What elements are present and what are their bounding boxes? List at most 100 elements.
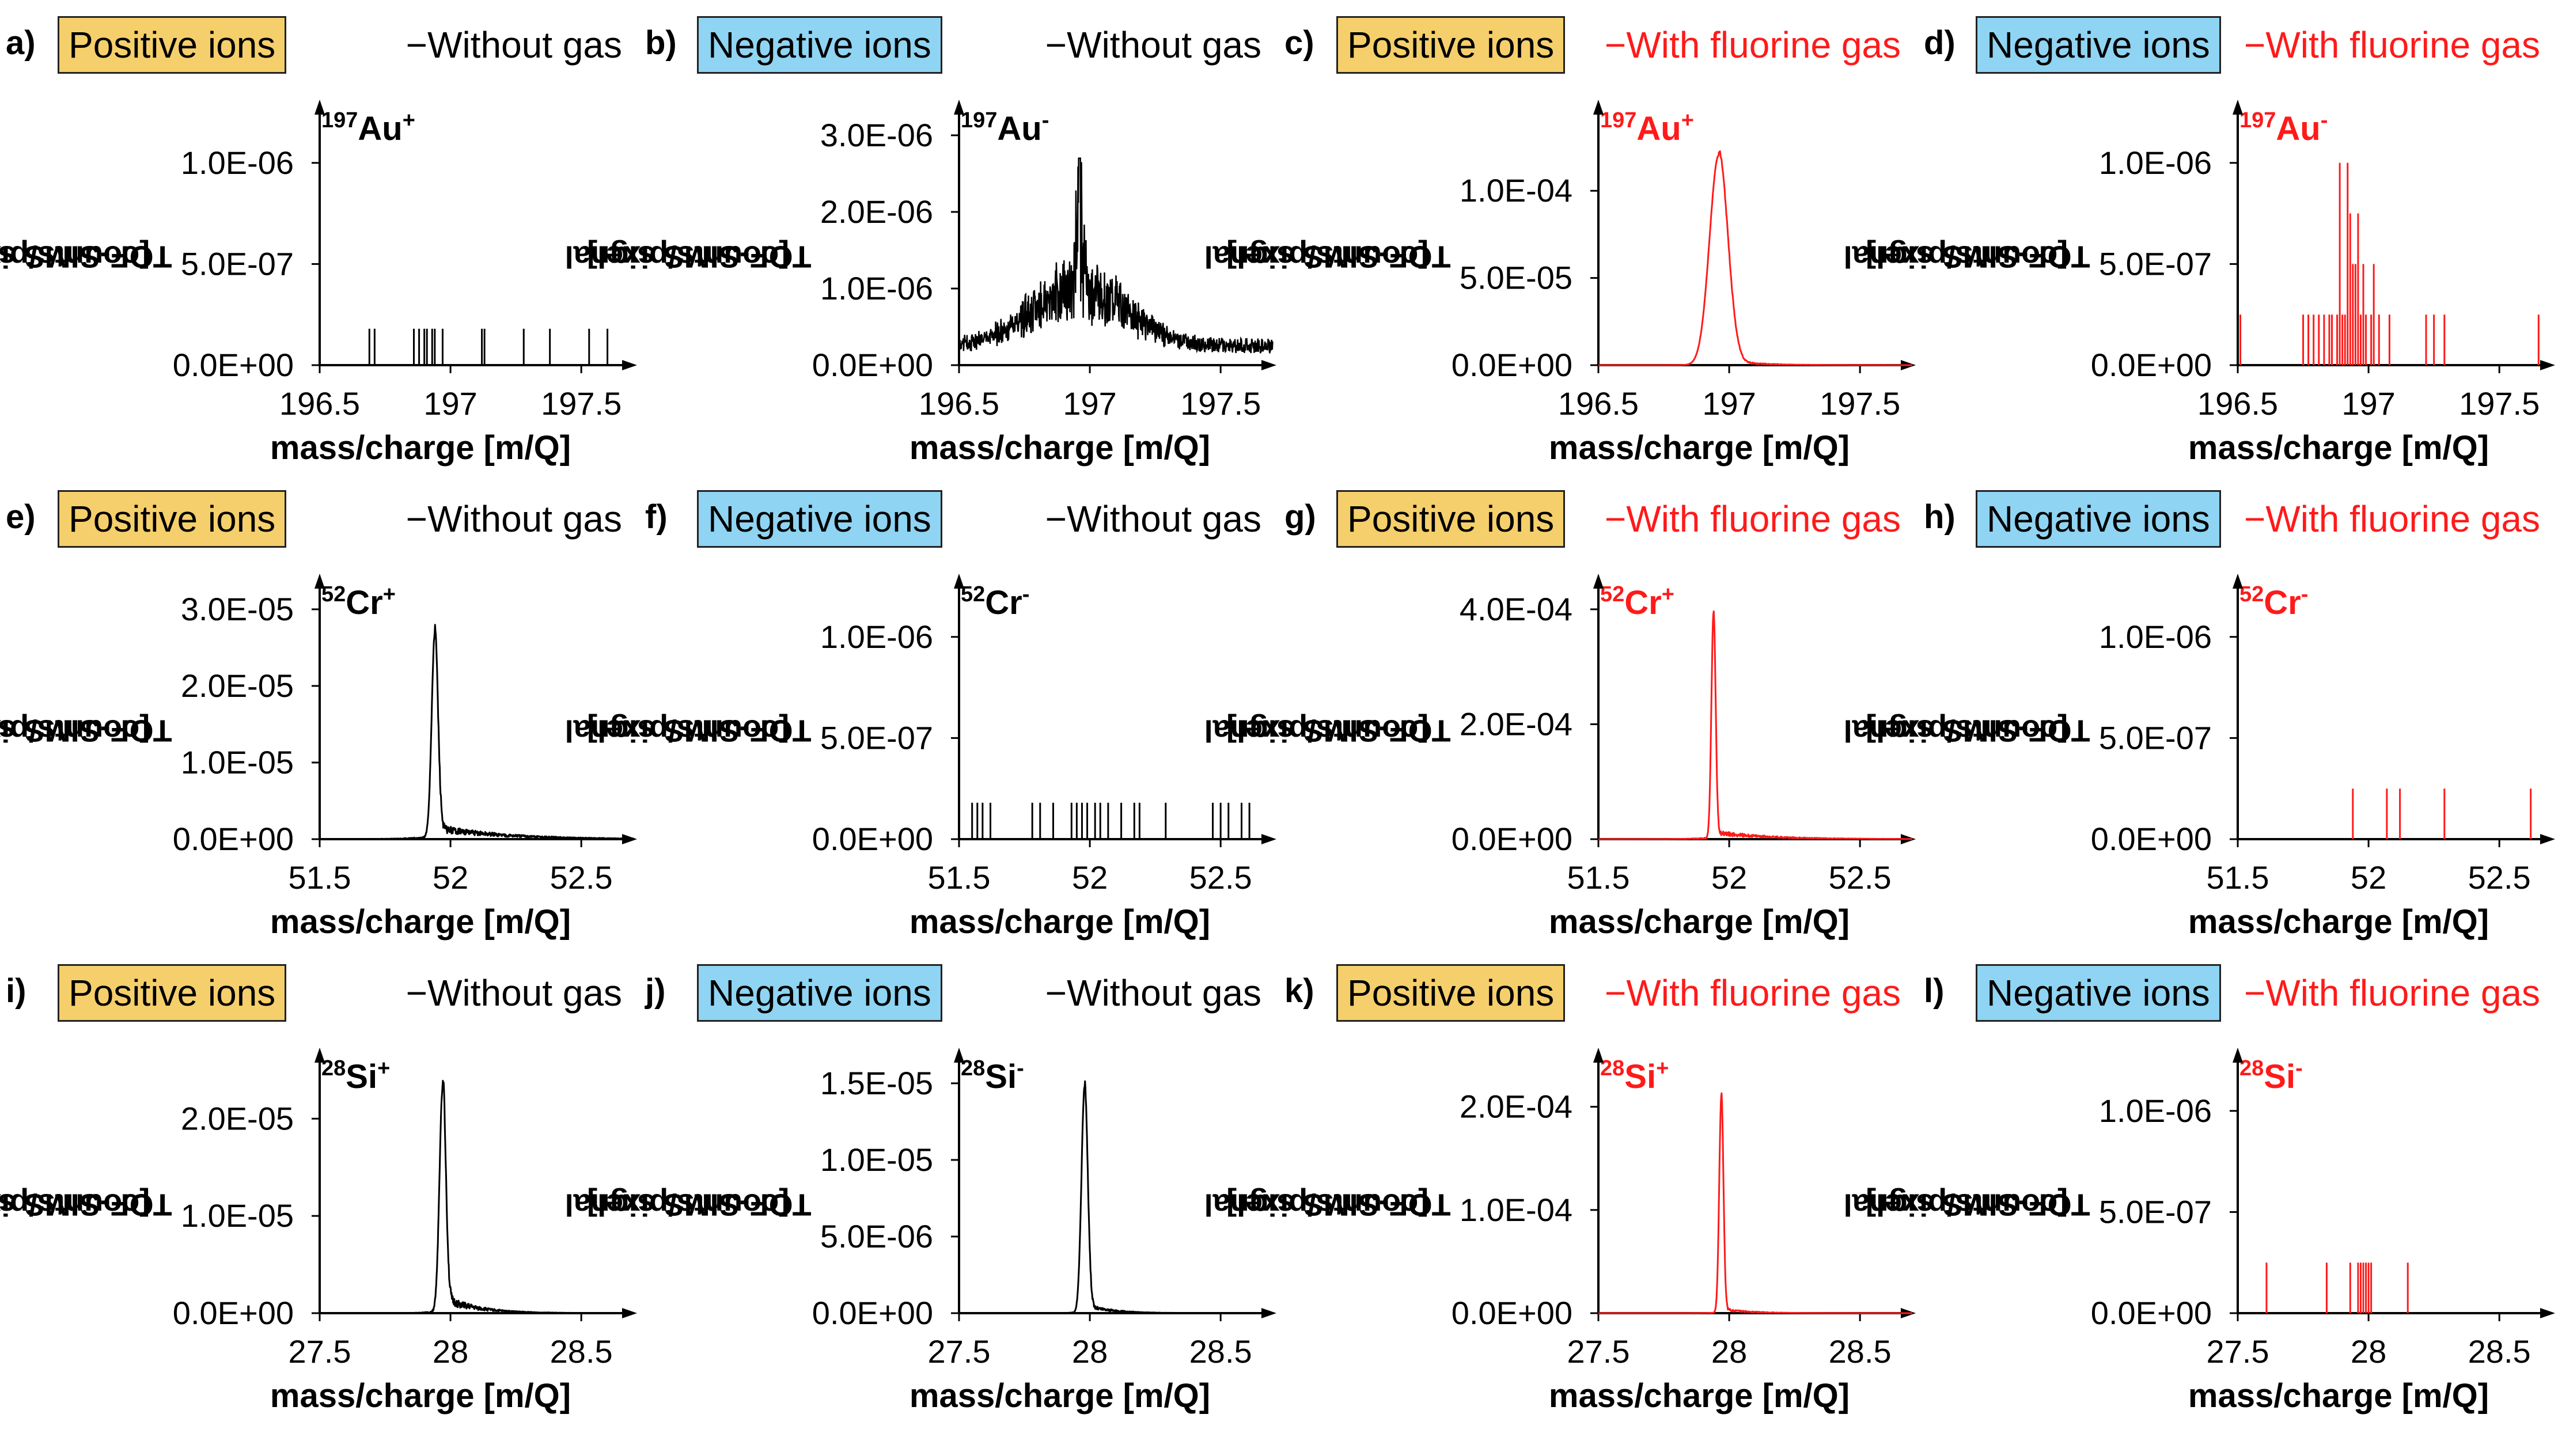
data-series: [971, 802, 1250, 839]
x-axis-label: mass/charge [m/Q]: [270, 903, 571, 941]
x-axis-label: mass/charge [m/Q]: [270, 1377, 571, 1415]
y-tick-label: 0.0E+00: [2091, 821, 2212, 857]
legend-line-icon: −: [406, 972, 428, 1014]
x-tick-label: 196.5: [279, 385, 360, 422]
legend-label: With fluorine gas: [2265, 972, 2540, 1014]
x-tick-label: 28.5: [2468, 1333, 2531, 1370]
y-tick-label: 4.0E-04: [1460, 591, 1572, 627]
species-mass: 28: [321, 1056, 346, 1080]
spectrum-line: [319, 1079, 634, 1314]
ion-type-box: Positive ions: [58, 16, 287, 74]
x-tick-label: 197.5: [1820, 385, 1900, 422]
data-series: [1598, 150, 1913, 366]
chart-panel: d) Negative ions −With fluorine gas TOF-SIM…: [1844, 12, 2557, 484]
x-tick-label: 197: [2341, 385, 2395, 422]
y-tick-label: 2.0E-06: [820, 194, 933, 230]
species-charge: +: [402, 108, 415, 132]
x-tick-label: 51.5: [1567, 859, 1630, 896]
legend-label: With fluorine gas: [2265, 24, 2540, 66]
x-axis-label: mass/charge [m/Q]: [2188, 903, 2489, 941]
ion-type-box: Positive ions: [1336, 964, 1566, 1022]
species-element: Au: [1636, 110, 1681, 147]
y-tick-label: 5.0E-07: [2099, 1193, 2212, 1230]
species-mass: 28: [1600, 1056, 1625, 1080]
spectrum-line: [1598, 610, 1913, 840]
x-tick-label: 52.5: [2468, 859, 2531, 896]
species-label: 52Cr+: [321, 583, 396, 620]
y-tick-label: 3.0E-05: [181, 591, 294, 627]
x-tick-label: 51.5: [2207, 859, 2269, 896]
x-axis-label: mass/charge [m/Q]: [270, 429, 571, 467]
legend: −Without gas: [1045, 26, 1261, 63]
y-tick-label: 5.0E-07: [181, 245, 294, 282]
y-tick-label: 0.0E+00: [812, 347, 933, 383]
x-tick-label: 28: [2351, 1333, 2386, 1370]
x-tick-label: 52.5: [550, 859, 613, 896]
species-element: Cr: [2264, 584, 2301, 621]
panel-letter: j): [645, 972, 666, 1010]
panel-letter: i): [6, 972, 26, 1010]
plot-svg: 0.0E+00 5.0E-06 1.0E-05 1.5E-05 27.5 28 28.5: [812, 1048, 1276, 1370]
x-tick-label: 27.5: [928, 1333, 991, 1370]
y-axis-arrow-icon: [954, 100, 964, 115]
data-series: [319, 624, 634, 840]
species-charge: +: [1681, 108, 1694, 132]
chart-panel: j) Negative ions −Without gas TOF-SIMS sign…: [565, 960, 1279, 1432]
plot-svg: 0.0E+00 5.0E-07 1.0E-06 51.5 52 52.5: [2091, 574, 2555, 896]
panel-letter: l): [1924, 972, 1945, 1010]
plot-svg: 0.0E+00 1.0E-05 2.0E-05 27.5 28 28.5: [173, 1048, 637, 1370]
y-tick-label: 5.0E-06: [820, 1218, 933, 1254]
legend-line-icon: −: [406, 498, 428, 540]
ion-type-box: Negative ions: [697, 964, 942, 1022]
x-tick-label: 28: [1711, 1333, 1747, 1370]
ion-type-box: Positive ions: [58, 964, 287, 1022]
species-mass: 52: [961, 582, 986, 606]
legend-label: With fluorine gas: [1626, 24, 1901, 66]
legend: −With fluorine gas: [1605, 26, 1901, 63]
species-label: 52Cr-: [2239, 583, 2308, 620]
species-element: Cr: [1624, 584, 1662, 621]
species-label: 28Si-: [2239, 1057, 2303, 1094]
plot-svg: 0.0E+00 5.0E-07 1.0E-06 196.5 197 197.5: [173, 100, 637, 422]
y-tick-label: 0.0E+00: [812, 821, 933, 857]
species-element: Si: [985, 1058, 1017, 1095]
species-mass: 197: [1600, 108, 1637, 132]
legend-label: Without gas: [427, 498, 622, 540]
legend-label: Without gas: [427, 972, 622, 1014]
legend-line-icon: −: [2244, 972, 2266, 1014]
legend-line-icon: −: [2244, 498, 2266, 540]
panel-letter: g): [1284, 498, 1316, 536]
legend-label: Without gas: [1067, 972, 1261, 1014]
spectrum-line: [958, 1080, 1274, 1314]
ion-type-box: Positive ions: [1336, 490, 1566, 548]
y-axis-arrow-icon: [314, 100, 325, 115]
y-tick-label: 0.0E+00: [173, 821, 294, 857]
chart-panel: b) Negative ions −Without gas TOF-SIMS sign…: [565, 12, 1279, 484]
species-element: Au: [358, 110, 403, 147]
y-tick-label: 2.0E-05: [181, 668, 294, 704]
legend: −Without gas: [406, 26, 622, 63]
panel-letter: f): [645, 498, 668, 536]
x-tick-label: 27.5: [289, 1333, 351, 1370]
chart-panel: c) Positive ions −With fluorine gas TOF-SIM…: [1204, 12, 1918, 484]
y-axis-arrow-icon: [1593, 100, 1604, 115]
y-tick-label: 1.0E-06: [820, 619, 933, 655]
y-tick-label: 1.5E-05: [820, 1065, 933, 1101]
y-tick-label: 1.0E-05: [181, 744, 294, 780]
y-tick-label: 5.0E-05: [1460, 260, 1572, 296]
x-tick-label: 28.5: [1189, 1333, 1252, 1370]
legend: −With fluorine gas: [2244, 500, 2540, 537]
x-axis-label: mass/charge [m/Q]: [909, 903, 1211, 941]
y-tick-label: 0.0E+00: [2091, 1295, 2212, 1331]
x-tick-label: 27.5: [2207, 1333, 2269, 1370]
data-series: [958, 157, 1274, 354]
x-tick-label: 52: [2351, 859, 2386, 896]
data-series: [319, 1079, 634, 1314]
legend-line-icon: −: [2244, 24, 2266, 66]
x-axis-label: mass/charge [m/Q]: [1548, 429, 1850, 467]
y-tick-label: 5.0E-07: [820, 719, 933, 756]
spectrum-line: [1598, 1092, 1913, 1314]
plot-svg: 0.0E+00 1.0E-04 2.0E-04 27.5 28 28.5: [1452, 1048, 1916, 1370]
